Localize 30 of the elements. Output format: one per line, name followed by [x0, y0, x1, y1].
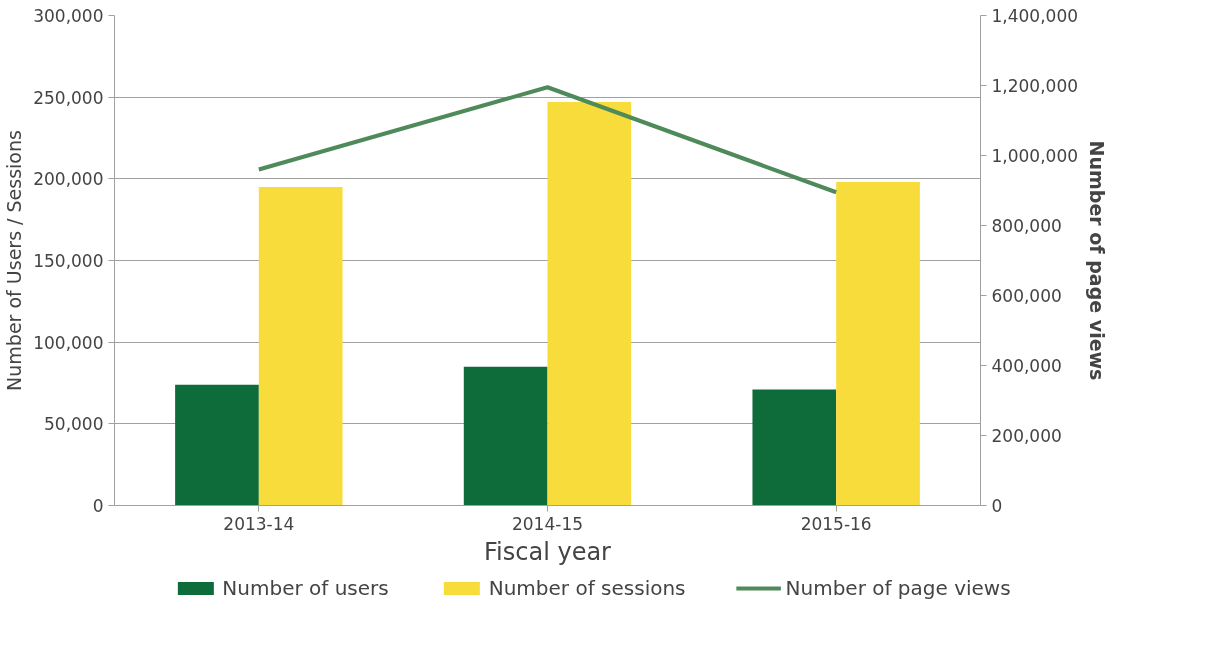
y2-tick-label: 1,400,000: [991, 6, 1079, 26]
bar: [836, 182, 920, 506]
y2-axis-title: Number of page views: [1086, 140, 1109, 381]
y2-tick-label: 0: [991, 496, 1003, 516]
x-tick-label: 2014-15: [511, 513, 584, 534]
y-tick-label: 0: [92, 496, 104, 516]
y2-tick-label: 200,000: [991, 426, 1062, 446]
bar: [547, 102, 632, 506]
y2-tick-label: 600,000: [991, 286, 1062, 306]
y-tick-label: 250,000: [33, 87, 104, 108]
y-tick-label: 50,000: [44, 414, 104, 435]
y-axis-title: Number of Users / Sessions: [3, 130, 26, 391]
legend-label: Number of sessions: [488, 576, 686, 600]
x-axis-title: Fiscal year: [484, 537, 612, 566]
y2-tick-label: 1,000,000: [991, 146, 1079, 166]
bar: [752, 389, 837, 506]
bar: [463, 366, 548, 506]
legend-label: Number of users: [222, 576, 389, 600]
y-tick-label: 300,000: [33, 6, 104, 26]
x-tick-label: 2013-14: [223, 513, 295, 534]
y2-tick-label: 800,000: [991, 216, 1062, 236]
y2-tick-label: 1,200,000: [991, 76, 1079, 96]
bar: [258, 187, 343, 506]
y-tick-label: 100,000: [33, 332, 104, 353]
legend-label: Number of page views: [785, 576, 1011, 600]
y-tick-label: 200,000: [33, 169, 104, 190]
bar: [175, 384, 259, 506]
y2-tick-label: 400,000: [991, 356, 1062, 376]
x-tick-label: 2015-16: [800, 513, 872, 534]
y-tick-label: 150,000: [33, 251, 104, 271]
